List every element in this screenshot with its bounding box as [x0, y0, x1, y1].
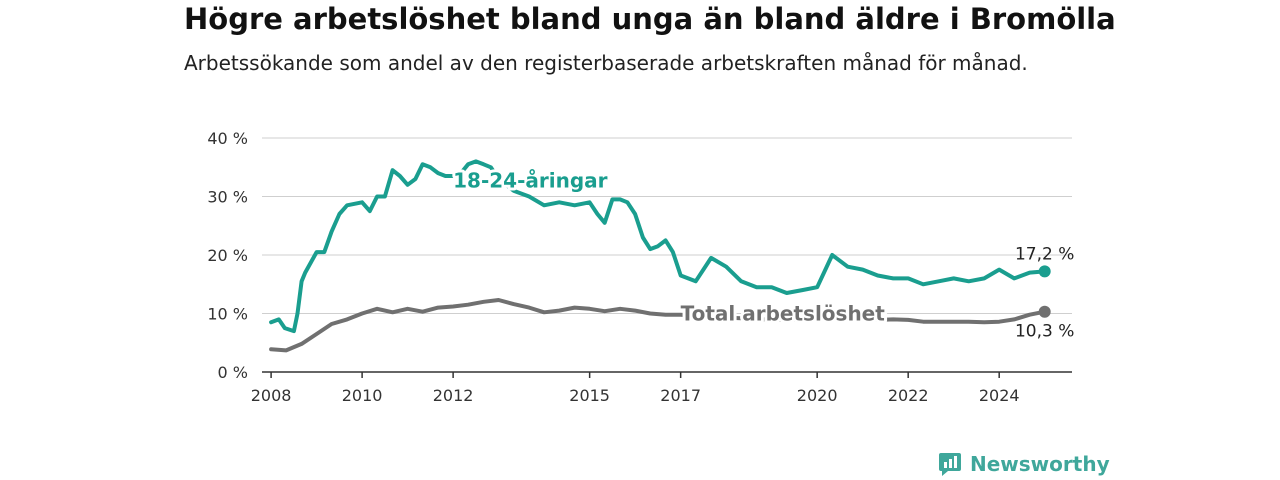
x-tick-label: 2024	[979, 386, 1020, 405]
y-tick-label: 0 %	[218, 363, 248, 382]
series-end-point	[1038, 305, 1051, 318]
series-end-label: 10,3 %	[1015, 322, 1074, 342]
x-tick-label: 2015	[569, 386, 610, 405]
series-end-label: 17,2 %	[1015, 244, 1074, 264]
x-tick-label: 2022	[888, 386, 929, 405]
y-tick-label: 40 %	[207, 129, 248, 148]
x-tick-label: 2008	[251, 386, 292, 405]
series-end-point	[1038, 265, 1051, 278]
series-name-label: 18-24-åringar	[453, 169, 608, 193]
brand: Newsworthy	[938, 449, 1110, 479]
series-line	[269, 298, 1047, 353]
chart-title: Högre arbetslöshet bland unga än bland ä…	[184, 2, 1116, 36]
x-tick-label: 2017	[660, 386, 701, 405]
y-tick-label: 10 %	[207, 305, 248, 324]
brand-name: Newsworthy	[970, 452, 1110, 476]
gridlines	[262, 137, 1072, 314]
y-tick-label: 30 %	[207, 188, 248, 207]
series-labels: 10,3 % 17,2 % 18-24-åringar Total arbetslös…	[450, 166, 1074, 342]
series-lines	[269, 159, 1051, 353]
x-tick-label: 2020	[797, 386, 838, 405]
x-axis-ticks: 2008 2010 2012 2015 2017 2020 2022 2024	[251, 372, 1020, 405]
chart-subtitle: Arbetssökande som andel av den registerb…	[184, 51, 1028, 75]
newsworthy-logo-icon	[939, 453, 961, 476]
x-tick-label: 2010	[342, 386, 383, 405]
y-tick-label: 20 %	[207, 246, 248, 265]
series-line	[269, 159, 1047, 334]
x-tick-label: 2012	[433, 386, 474, 405]
y-axis-ticks: 0 % 10 % 20 % 30 % 40 %	[207, 129, 248, 382]
series-name-label: Total arbetslöshet	[681, 302, 886, 326]
